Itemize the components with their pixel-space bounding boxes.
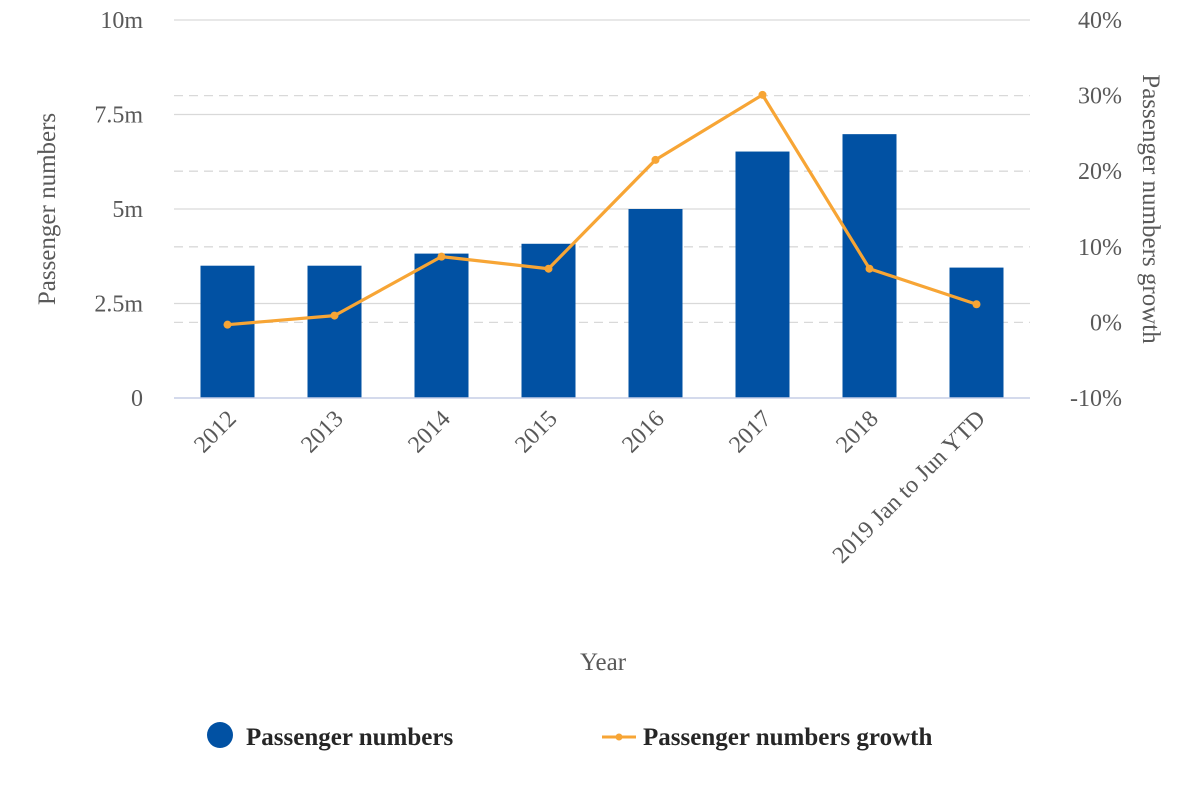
bar xyxy=(307,265,362,398)
x-tick-label: 2013 xyxy=(296,406,348,458)
bar xyxy=(949,267,1004,398)
y-axis-title: Passenger numbers xyxy=(34,113,61,305)
y2-tick-label: 30% xyxy=(1078,84,1122,110)
growth-point xyxy=(544,264,553,273)
growth-point xyxy=(223,320,232,329)
growth-point xyxy=(758,90,767,99)
legend: Passenger numbers Passenger numbers grow… xyxy=(207,722,932,751)
y2-tick-label: -10% xyxy=(1070,386,1122,412)
bar xyxy=(200,265,255,398)
bar xyxy=(628,209,683,398)
grid-layer xyxy=(174,19,1030,324)
line-layer xyxy=(223,90,981,329)
x-tick-label: 2012 xyxy=(189,406,241,458)
x-tick-label: 2015 xyxy=(510,406,562,458)
x-tick-label: 2018 xyxy=(831,406,883,458)
y-tick-label: 2.5m xyxy=(94,292,143,318)
growth-point xyxy=(437,252,446,261)
x-axis-title: Year xyxy=(580,649,627,676)
y-tick-label: 0 xyxy=(131,386,143,412)
legend-swatch-marker-growth xyxy=(615,733,623,741)
growth-point xyxy=(651,155,660,164)
bar xyxy=(735,151,790,398)
legend-swatch-passenger-numbers xyxy=(207,722,233,748)
y2-tick-label: 0% xyxy=(1090,310,1122,336)
growth-point xyxy=(330,311,339,320)
y2-tick-label: 10% xyxy=(1078,235,1122,261)
growth-line xyxy=(227,93,978,327)
y2-axis-title: Passenger numbers growth xyxy=(1137,74,1164,344)
legend-label-passenger-numbers-growth: Passenger numbers growth xyxy=(643,724,932,751)
y-tick-label: 10m xyxy=(100,8,143,34)
bar xyxy=(414,253,469,398)
y2-tick-label: 20% xyxy=(1078,159,1122,185)
x-tick-label: 2017 xyxy=(724,406,776,458)
y-tick-label: 7.5m xyxy=(94,103,143,129)
growth-point xyxy=(865,264,874,273)
legend-label-passenger-numbers: Passenger numbers xyxy=(246,724,453,751)
y-tick-label: 5m xyxy=(112,197,143,223)
y2-tick-label: 40% xyxy=(1078,8,1122,34)
growth-point xyxy=(972,300,981,309)
bars-layer xyxy=(200,134,1004,398)
x-tick-label: 2014 xyxy=(403,406,455,458)
x-tick-label: 2016 xyxy=(617,406,669,458)
